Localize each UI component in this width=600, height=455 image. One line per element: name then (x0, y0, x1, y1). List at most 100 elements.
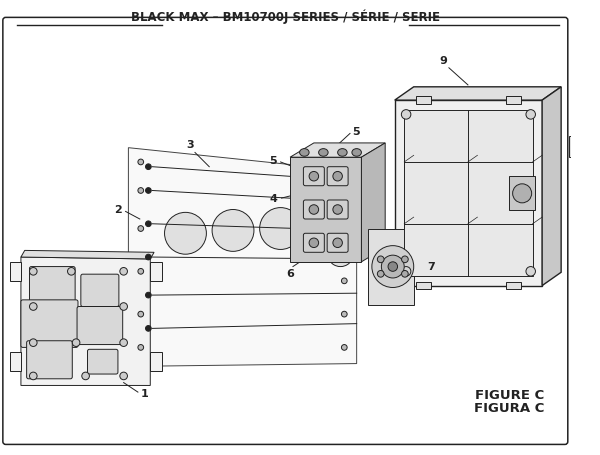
Polygon shape (368, 228, 414, 304)
Ellipse shape (120, 268, 127, 275)
Text: 4: 4 (270, 194, 278, 204)
Ellipse shape (341, 208, 347, 214)
Ellipse shape (401, 267, 411, 276)
Ellipse shape (146, 164, 151, 170)
Ellipse shape (309, 205, 319, 214)
Ellipse shape (29, 339, 37, 346)
Ellipse shape (146, 221, 151, 227)
Ellipse shape (333, 205, 343, 214)
Ellipse shape (377, 271, 384, 277)
Ellipse shape (526, 267, 535, 276)
Ellipse shape (138, 311, 143, 317)
Text: 1: 1 (141, 389, 149, 399)
Polygon shape (21, 257, 150, 385)
Bar (416, 96, 431, 104)
Polygon shape (395, 87, 561, 100)
Ellipse shape (372, 246, 414, 288)
FancyBboxPatch shape (26, 341, 72, 379)
Bar (506, 282, 521, 289)
FancyBboxPatch shape (88, 349, 118, 374)
Text: 3: 3 (187, 140, 194, 150)
FancyBboxPatch shape (304, 167, 325, 186)
Text: FIGURE C: FIGURE C (475, 389, 544, 402)
Polygon shape (10, 352, 21, 371)
Ellipse shape (341, 180, 347, 186)
Bar (509, 176, 535, 211)
FancyBboxPatch shape (327, 167, 348, 186)
Text: 5: 5 (352, 126, 359, 136)
Text: 9: 9 (439, 56, 447, 66)
Ellipse shape (572, 142, 582, 152)
Ellipse shape (341, 278, 347, 283)
Ellipse shape (401, 256, 408, 263)
Ellipse shape (138, 344, 143, 350)
Text: 8: 8 (599, 111, 600, 121)
FancyBboxPatch shape (21, 300, 78, 348)
Ellipse shape (388, 262, 398, 271)
Ellipse shape (382, 255, 404, 278)
Polygon shape (21, 250, 154, 259)
Ellipse shape (401, 110, 411, 119)
Ellipse shape (164, 212, 206, 254)
Bar (569, 136, 586, 157)
Ellipse shape (329, 248, 352, 267)
Ellipse shape (146, 187, 151, 193)
FancyBboxPatch shape (29, 267, 75, 304)
Polygon shape (10, 262, 21, 281)
FancyBboxPatch shape (77, 307, 122, 344)
Ellipse shape (352, 149, 361, 156)
Ellipse shape (512, 184, 532, 203)
FancyBboxPatch shape (304, 200, 325, 219)
Ellipse shape (212, 209, 254, 251)
Text: 7: 7 (427, 262, 435, 272)
Ellipse shape (138, 226, 143, 232)
Polygon shape (150, 352, 161, 371)
Text: 2: 2 (114, 204, 122, 214)
Ellipse shape (29, 303, 37, 310)
Ellipse shape (146, 292, 151, 298)
Bar (404, 110, 533, 276)
Text: BLACK MAX – BM10700J SERIES / SÉRIE / SERIE: BLACK MAX – BM10700J SERIES / SÉRIE / SE… (131, 10, 440, 24)
Bar (416, 282, 431, 289)
Ellipse shape (341, 344, 347, 350)
Ellipse shape (301, 206, 355, 248)
Ellipse shape (120, 303, 127, 310)
Polygon shape (542, 87, 561, 286)
Ellipse shape (120, 372, 127, 380)
Ellipse shape (146, 254, 151, 260)
Ellipse shape (309, 238, 319, 248)
Polygon shape (290, 143, 385, 157)
Ellipse shape (260, 207, 301, 249)
Bar (506, 96, 521, 104)
Ellipse shape (341, 311, 347, 317)
Ellipse shape (146, 325, 151, 331)
FancyBboxPatch shape (81, 274, 119, 307)
Text: 5: 5 (269, 156, 277, 166)
Ellipse shape (526, 110, 535, 119)
Ellipse shape (120, 339, 127, 346)
FancyBboxPatch shape (327, 233, 348, 253)
Ellipse shape (377, 256, 384, 263)
Ellipse shape (319, 149, 328, 156)
Ellipse shape (341, 245, 347, 250)
Ellipse shape (338, 149, 347, 156)
Ellipse shape (29, 372, 37, 380)
Polygon shape (361, 143, 385, 262)
Bar (395, 100, 542, 286)
Ellipse shape (138, 159, 143, 165)
Ellipse shape (68, 268, 75, 275)
Ellipse shape (401, 271, 408, 277)
Ellipse shape (299, 149, 309, 156)
FancyBboxPatch shape (327, 200, 348, 219)
Text: FIGURA C: FIGURA C (473, 402, 544, 415)
FancyBboxPatch shape (304, 233, 325, 253)
Ellipse shape (138, 268, 143, 274)
Ellipse shape (138, 187, 143, 193)
Ellipse shape (72, 339, 80, 346)
Ellipse shape (333, 238, 343, 248)
Bar (290, 157, 361, 262)
Text: 6: 6 (286, 269, 294, 279)
Ellipse shape (333, 172, 343, 181)
Ellipse shape (309, 172, 319, 181)
Polygon shape (128, 148, 356, 366)
